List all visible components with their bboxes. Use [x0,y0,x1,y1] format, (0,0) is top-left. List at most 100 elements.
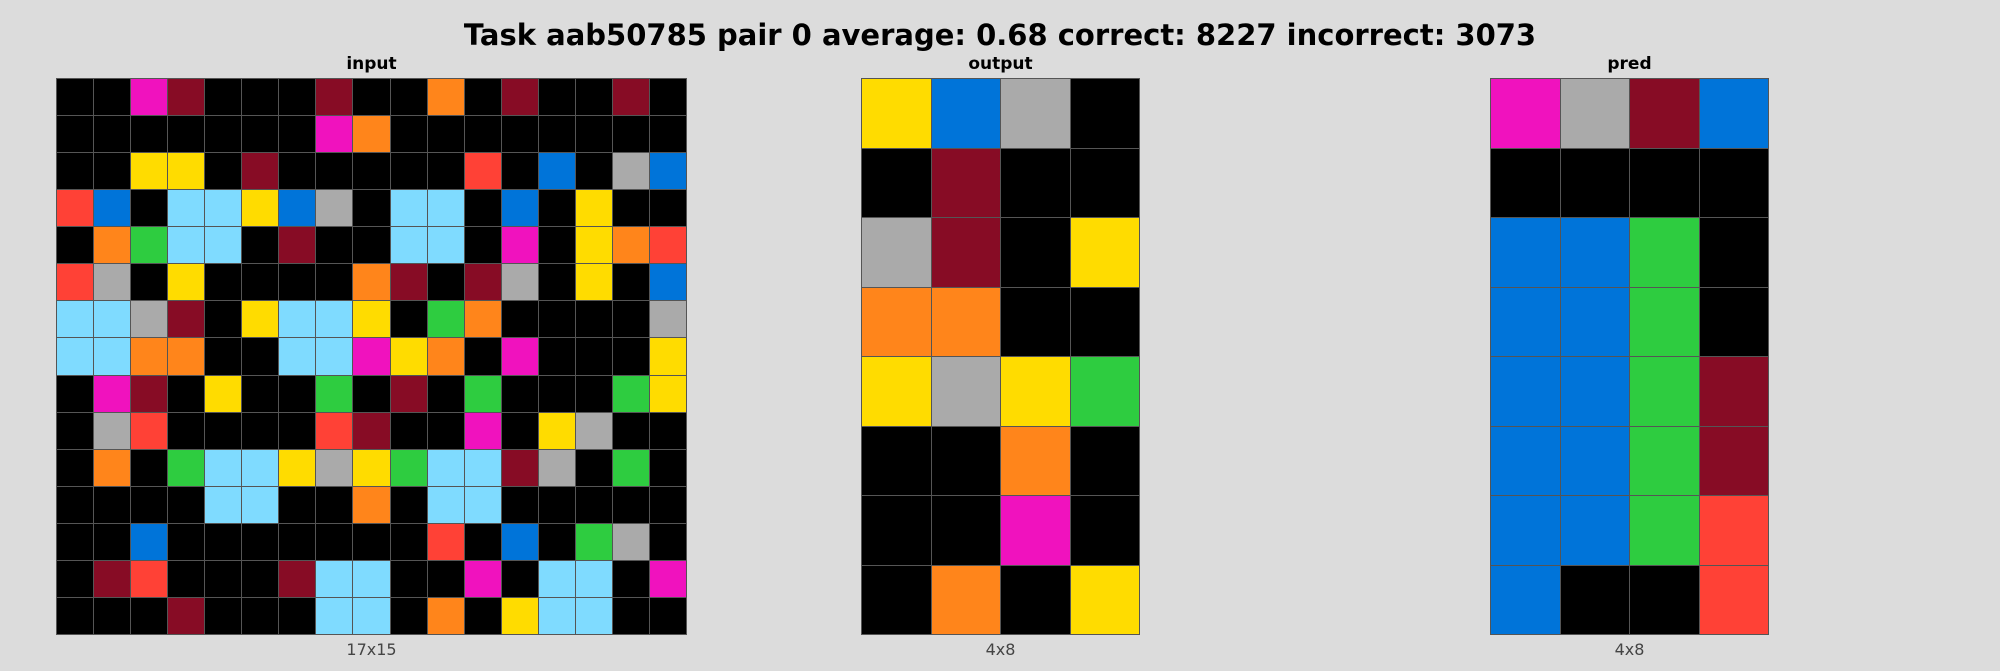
input-cell [612,227,649,264]
input-cell [131,116,168,153]
input-cell [390,116,427,153]
input-cell [538,338,575,375]
input-cell [612,375,649,412]
input-cell [575,449,612,486]
pred-cell [1630,148,1699,217]
input-cell [316,190,353,227]
input-cell [538,375,575,412]
output-panel: output 4x8 [861,54,1140,659]
input-cell [279,560,316,597]
input-cell [464,560,501,597]
input-cell [464,523,501,560]
output-panel-title: output [968,54,1033,74]
input-cell [242,301,279,338]
input-cell [353,227,390,264]
input-cell [242,264,279,301]
input-cell [649,523,686,560]
input-cell [427,264,464,301]
input-cell [427,375,464,412]
input-cell [390,597,427,634]
input-cell [390,375,427,412]
input-cell [464,153,501,190]
input-cell [575,523,612,560]
input-cell [575,264,612,301]
input-cell [205,227,242,264]
input-cell [390,412,427,449]
output-cell [862,148,931,217]
input-cell [279,523,316,560]
pred-cell [1491,287,1560,356]
input-cell [501,449,538,486]
input-cell [279,116,316,153]
output-cell [1001,218,1070,287]
output-cell [1001,148,1070,217]
input-cell [649,412,686,449]
input-cell [242,523,279,560]
output-cell [931,357,1000,426]
input-cell [168,301,205,338]
input-cell [501,153,538,190]
output-cell [1001,496,1070,565]
pred-cell [1699,148,1768,217]
input-cell [242,560,279,597]
input-cell [538,116,575,153]
input-cell [390,523,427,560]
input-cell [612,338,649,375]
output-cell [862,79,931,148]
input-cell [501,597,538,634]
input-cell [205,264,242,301]
input-cell [168,116,205,153]
input-cell [538,449,575,486]
input-cell [575,486,612,523]
input-cell [316,116,353,153]
pred-cell [1491,357,1560,426]
input-cell [464,597,501,634]
input-cell [57,597,94,634]
input-cell [464,301,501,338]
input-cell [57,375,94,412]
input-cell [501,412,538,449]
output-cell [1001,287,1070,356]
input-cell [501,301,538,338]
output-cell [862,218,931,287]
pred-cell [1491,218,1560,287]
pred-cell [1560,426,1629,495]
input-cell [316,264,353,301]
output-cell [1070,148,1139,217]
pred-cell [1560,357,1629,426]
input-cell [168,190,205,227]
input-cell [94,523,131,560]
input-cell [57,227,94,264]
input-cell [575,79,612,116]
input-cell [205,523,242,560]
input-dims-label: 17x15 [346,640,397,659]
pred-cell [1491,79,1560,148]
input-cell [205,79,242,116]
input-cell [649,264,686,301]
input-cell [205,301,242,338]
input-cell [427,301,464,338]
output-cell [931,218,1000,287]
input-cell [94,264,131,301]
input-cell [131,412,168,449]
input-cell [279,264,316,301]
output-grid [861,78,1140,635]
input-cell [316,597,353,634]
pred-cell [1560,79,1629,148]
input-cell [427,412,464,449]
input-cell [131,153,168,190]
input-cell [94,412,131,449]
input-cell [242,190,279,227]
output-cell [931,426,1000,495]
input-cell [612,523,649,560]
input-cell [131,449,168,486]
input-cell [427,190,464,227]
input-cell [353,116,390,153]
input-cell [279,486,316,523]
input-cell [57,412,94,449]
pred-panel: pred 4x8 [1490,54,1769,659]
input-cell [57,153,94,190]
input-cell [538,597,575,634]
input-cell [649,227,686,264]
input-cell [649,338,686,375]
